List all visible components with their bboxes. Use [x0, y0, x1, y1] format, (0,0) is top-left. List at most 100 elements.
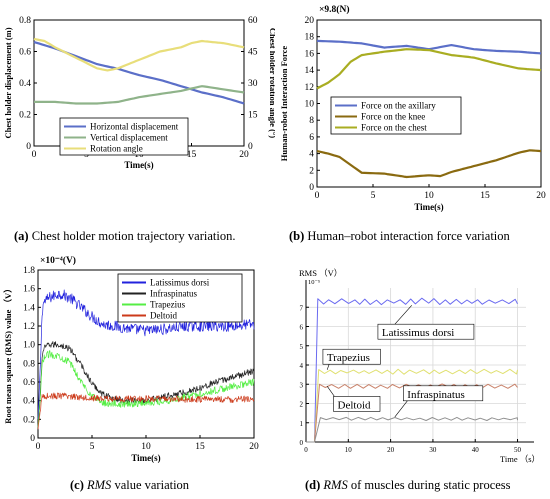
y-tick-label: 5 — [300, 343, 304, 351]
legend-label: Deltoid — [150, 311, 177, 321]
caption-d: (d) RMS of muscles during static process — [305, 478, 511, 493]
x-axis-title: Time(s) — [124, 160, 153, 170]
caption-b-text: Human–robot interaction force variation — [307, 229, 510, 243]
x-tick-label: 20 — [387, 446, 395, 454]
unit-label: ×10⁻⁴(V) — [40, 255, 76, 266]
x-tick-label: 20 — [536, 191, 546, 201]
x-tick-label: 0 — [32, 150, 37, 160]
legend-label: Latissimus dorsi — [150, 278, 210, 288]
y-tick-label: 14 — [305, 66, 315, 76]
y-tick-label: 4 — [300, 362, 304, 370]
y2-axis-title: Chest holder rotation angle (°) — [268, 28, 275, 138]
unit-label: ×9.8(N) — [319, 4, 349, 15]
y-tick-label: 0.8 — [19, 16, 31, 26]
caption-d-letter: (d) — [305, 478, 321, 492]
legend-label: Horizontal displacement — [90, 122, 179, 132]
y2-tick-label: 0 — [248, 142, 253, 152]
caption-c-letter: (c) — [70, 478, 84, 492]
x-tick-label: 15 — [480, 191, 490, 201]
x-tick-label: 20 — [249, 442, 259, 452]
chart-a-svg: 0510152000.20.40.60.8015304560Horizontal… — [3, 16, 275, 170]
series-line-infraspinatus — [37, 341, 254, 427]
y-tick-label: 0 — [309, 183, 314, 193]
y-tick-label: 0.8 — [23, 359, 35, 369]
legend-label: Force on the knee — [361, 112, 425, 122]
y-tick-label: 1.6 — [23, 285, 35, 295]
y-tick-label: 0.2 — [19, 111, 31, 121]
series-line-infraspinatus — [306, 416, 518, 443]
x-tick-label: 20 — [239, 150, 249, 160]
x-axis-title: Time(s) — [131, 453, 160, 463]
x-tick-label: 50 — [514, 446, 522, 454]
series-line-force-on-the-chest — [316, 48, 542, 90]
y-axis-title: Chest holder displacement (m) — [3, 27, 13, 138]
caption-b: (b) Human–robot interaction force variat… — [289, 229, 510, 244]
series-line-force-on-the-axillary — [316, 39, 542, 55]
series-label-box — [377, 323, 475, 340]
y2-tick-label: 15 — [248, 111, 258, 121]
unit-label: 10⁻⁵ — [308, 279, 320, 286]
chart-b-svg: 0 5 10 15 20 0 2 4 6 8 10 12 14 16 18 20 Force on the ax… — [279, 4, 546, 212]
x-tick-label: 30 — [429, 446, 437, 454]
series-line-latissimus-dorsi — [306, 297, 518, 443]
y-tick-label: 18 — [305, 33, 315, 43]
caption-b-letter: (b) — [289, 229, 305, 243]
x-tick-label: 5 — [90, 442, 95, 452]
caption-d-italic: RMS — [323, 478, 348, 492]
y-tick-label: 1.2 — [23, 322, 35, 332]
y-tick-label: 7 — [300, 304, 304, 312]
y-tick-label: 10 — [305, 100, 315, 110]
y-tick-label: 16 — [305, 49, 315, 59]
y-tick-label: 4 — [309, 150, 314, 160]
y-tick-label: 2 — [309, 166, 314, 176]
caption-a: (a) Chest holder motion trajectory varia… — [14, 229, 235, 244]
series-line-vertical-displacement — [34, 85, 245, 105]
series-label-box — [322, 348, 381, 365]
y-axis-title: Human-robot Interaction Force — [279, 46, 289, 162]
series-label-box — [333, 396, 381, 412]
x-tick-label: 10 — [424, 191, 434, 201]
caption-c: (c) RMS value variation — [70, 478, 189, 493]
caption-c-text: value variation — [114, 478, 190, 492]
y-tick-label: 0.4 — [23, 397, 35, 407]
y-axis-title: RMS （V） — [299, 268, 342, 278]
y-tick-label: 0 — [300, 439, 304, 447]
series-label: Trapezius — [327, 352, 370, 364]
legend-label: Rotation angle — [90, 144, 143, 154]
x-tick-label: 0 — [304, 446, 308, 454]
legend-label: Trapezius — [150, 300, 186, 310]
series-line-trapezius — [306, 368, 518, 443]
series-line-trapezius — [37, 350, 255, 428]
series-line-force-on-the-knee — [316, 149, 542, 179]
y-tick-label: 0.2 — [23, 415, 35, 425]
caption-a-letter: (a) — [14, 229, 29, 243]
series-label: Deltoid — [338, 399, 371, 411]
y2-tick-label: 45 — [248, 48, 258, 58]
y2-tick-label: 60 — [248, 16, 258, 26]
legend-label: Infraspinatus — [150, 289, 197, 299]
y-tick-label: 1.0 — [23, 341, 35, 351]
series-label-box — [403, 385, 484, 402]
y-tick-label: 1.8 — [23, 266, 35, 276]
y-tick-label: 1.4 — [23, 303, 35, 313]
y-tick-label: 1 — [300, 420, 304, 428]
y-tick-label: 2 — [300, 401, 304, 409]
y-axis-title: Root mean square (RMS) value （V） — [3, 284, 13, 423]
caption-c-italic: RMS — [87, 478, 112, 492]
series-line-latissimus-dorsi — [37, 289, 255, 420]
y-tick-label: 0.6 — [19, 48, 31, 58]
legend-label: Vertical displacement — [90, 133, 168, 143]
series-line-deltoid — [37, 392, 255, 430]
series-label: Infraspinatus — [407, 389, 464, 401]
y-tick-label: 0.4 — [19, 79, 31, 89]
y-tick-label: 3 — [300, 381, 304, 389]
y-tick-label: 0 — [30, 434, 35, 444]
y-tick-label: 20 — [305, 16, 315, 26]
y-tick-label: 8 — [309, 116, 314, 126]
x-tick-label: 10 — [141, 442, 151, 452]
x-tick-label: 0 — [315, 191, 320, 201]
caption-a-text: Chest holder motion trajectory variation… — [31, 229, 236, 243]
chart-c-svg: 0 5 10 15 20 0 0.2 0.4 0.6 0.8 1.0 1.2 1.4 1.6 1.8 Lati… — [3, 255, 259, 463]
x-tick-label: 0 — [36, 442, 41, 452]
